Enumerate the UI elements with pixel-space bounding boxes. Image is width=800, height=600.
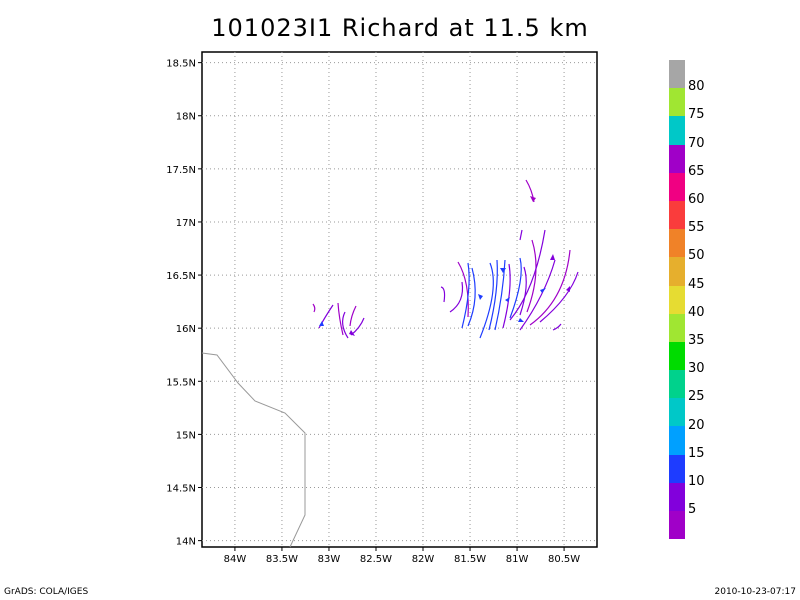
footer-timestamp: 2010-10-23-07:17 <box>714 587 797 597</box>
legend-label: 80 <box>688 79 705 95</box>
legend-label: 50 <box>688 248 705 264</box>
footer-credit: GrADS: COLA/IGES <box>4 587 89 597</box>
legend-label: 65 <box>688 163 705 179</box>
lon-label: 81.5W <box>454 554 486 565</box>
lon-label: 84W <box>224 554 247 565</box>
legend-swatch <box>669 426 685 455</box>
lat-label: 14N <box>176 537 196 548</box>
legend-swatch <box>669 341 685 371</box>
legend-label: 45 <box>688 276 705 292</box>
lat-label: 16.5N <box>166 271 196 282</box>
lon-label: 80.5W <box>548 554 580 565</box>
legend-label: 5 <box>688 502 697 518</box>
lon-label: 83W <box>318 554 341 565</box>
legend-swatch <box>669 285 685 314</box>
grid-lines <box>198 52 597 551</box>
streamlines-east <box>440 179 579 339</box>
lat-label: 18N <box>176 112 196 123</box>
lat-label: 16N <box>176 324 196 335</box>
legend-swatch <box>669 257 685 286</box>
color-legend <box>669 60 685 540</box>
lon-label: 82W <box>412 554 435 565</box>
legend-label: 30 <box>688 361 705 377</box>
lat-label: 17N <box>176 218 196 229</box>
legend-swatch <box>669 229 685 258</box>
lat-label: 17.5N <box>166 165 196 176</box>
legend-label: 55 <box>688 220 705 236</box>
streamlines-west <box>312 302 365 339</box>
legend-label: 25 <box>688 389 705 405</box>
legend-swatch <box>669 200 685 230</box>
legend-swatch <box>669 116 685 145</box>
lat-label: 18.5N <box>166 59 196 70</box>
legend-swatch <box>669 398 685 427</box>
legend-label: 15 <box>688 445 705 461</box>
lat-label: 15.5N <box>166 377 196 388</box>
legend-swatch <box>669 60 685 89</box>
axis-labels: 18.5N 18N 17.5N 17N 16.5N 16N 15.5N 15N 14.5N 14N… <box>166 59 580 565</box>
legend-swatch <box>669 370 685 399</box>
legend-swatch <box>669 172 685 201</box>
legend-label: 70 <box>688 135 705 151</box>
lon-label: 83.5W <box>266 554 298 565</box>
legend-swatch <box>669 482 685 511</box>
legend-label: 75 <box>688 107 705 123</box>
legend-swatch <box>669 144 685 173</box>
map-frame <box>201 51 598 548</box>
lon-label: 81W <box>506 554 529 565</box>
coastline <box>201 352 306 548</box>
legend-label: 10 <box>688 474 705 489</box>
legend-swatch <box>669 511 685 540</box>
lat-label: 15N <box>176 430 196 441</box>
legend-swatch <box>669 88 685 117</box>
legend-label: 40 <box>688 304 705 320</box>
legend-swatch <box>669 454 685 483</box>
legend-label: 35 <box>688 333 705 348</box>
legend-label: 60 <box>688 192 705 207</box>
lat-label: 14.5N <box>166 484 196 495</box>
legend-label: 20 <box>688 417 705 433</box>
stream-arrowheads <box>319 196 570 336</box>
legend-swatch <box>669 313 685 342</box>
lon-label: 82.5W <box>360 554 392 565</box>
map-title: 101023I1 Richard at 11.5 km <box>211 14 589 42</box>
